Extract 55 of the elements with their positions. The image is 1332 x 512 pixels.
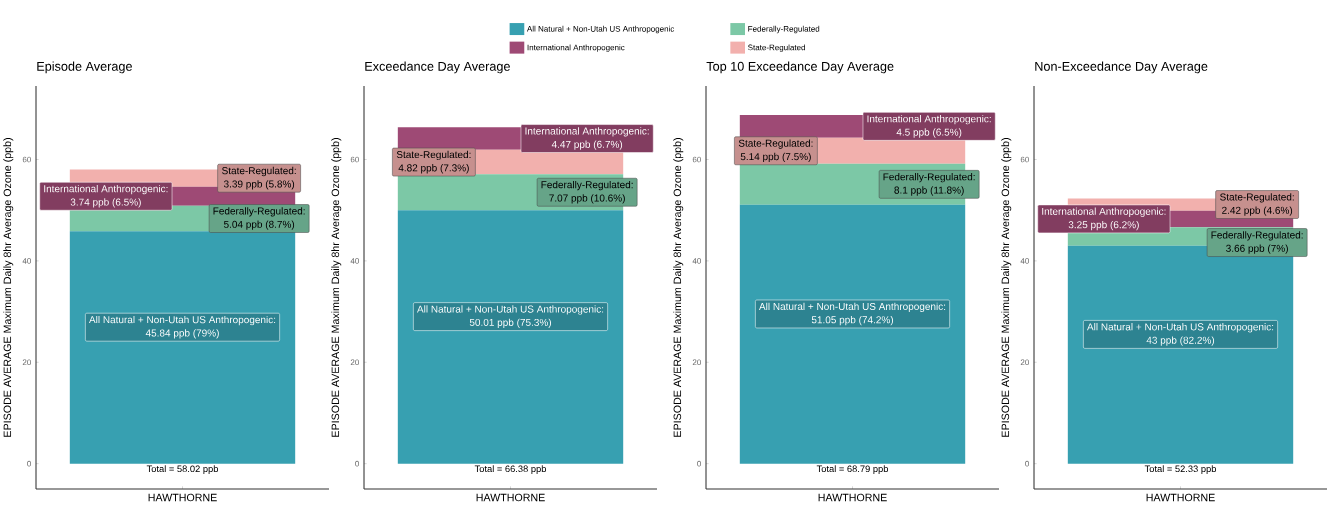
y-tick-label: 20 [1020,359,1029,366]
y-tick-label: 0 [1025,460,1029,467]
data-label: International Anthropogenic: 4.5 ppb (6.5%) [867,115,991,138]
data-label: All Natural + Non-Utah US Anthropogenic: 45.84 ppb (79%) [89,315,276,339]
y-axis-title: EPISODE AVERAGE Maximum Daily 8hr Average Ozone (ppb) [331,138,342,437]
y-tick-label: 40 [1020,258,1029,264]
legend-label: Federally-Regulated [748,25,820,34]
bar [397,210,624,464]
data-label: International Anthropogenic: 3.74 ppb (6.5%) [44,184,168,208]
y-tick-label: 20 [22,359,31,366]
y-tick-label: 60 [22,156,31,163]
y-tick-label: 40 [350,258,359,264]
y-axis-title: EPISODE AVERAGE Maximum Daily 8hr Average Ozone (ppb) [3,138,14,437]
chart-title: Top 10 Exceedance Day Average [706,61,894,74]
chart-title: Exceedance Day Average [365,61,510,74]
data-label: All Natural + Non-Utah US Anthropogenic: 50.01 ppb (75.3%) [417,305,604,328]
legend-label: International Anthropogenic [527,44,625,52]
data-label: Federally-Regulated: 3.66 ppb (7%) [1211,231,1303,254]
data-label: International Anthropogenic: 3.25 ppb (6.2%) [1042,207,1166,231]
data-label: State-Regulated: 5.14 ppb (7.5%) [738,139,813,163]
y-tick-label: 60 [1020,156,1029,163]
chart-title: Non-Exceedance Day Average [1035,61,1208,74]
y-tick-label: 60 [692,156,701,163]
data-label: International Anthropogenic: 4.47 ppb (6.7%) [525,127,649,150]
y-tick-label: 60 [350,156,359,163]
y-tick-label: 20 [692,359,701,366]
x-tick-label: HAWTHORNE [818,493,887,502]
bar [739,204,966,464]
y-tick-label: 0 [697,460,701,467]
data-label: State-Regulated: 3.39 ppb (5.8%) [222,166,296,190]
total-label: Total = 68.79 ppb [816,465,889,474]
data-label: Federally-Regulated: 5.04 ppb (8.7%) [213,207,305,230]
total-label: Total = 52.33 ppb [1144,465,1217,474]
y-tick-label: 20 [350,359,359,366]
total-label: Total = 66.38 ppb [474,465,547,474]
data-label: State-Regulated: 2.42 ppb (4.6%) [1220,193,1294,216]
chart-title: Episode Average [37,61,132,74]
y-tick-label: 0 [355,460,359,467]
y-axis-title: EPISODE AVERAGE Maximum Daily 8hr Average Ozone (ppb) [1001,138,1012,437]
y-tick-label: 40 [692,258,701,264]
data-label: All Natural + Non-Utah US Anthropogenic: 51.05 ppb (74.2%) [759,302,946,326]
data-label: Federally-Regulated: 8.1 ppb (11.8%) [883,173,975,196]
x-tick-label: HAWTHORNE [1146,493,1215,502]
x-tick-label: HAWTHORNE [476,493,545,502]
legend-label: All Natural + Non-Utah US Anthropogenic [526,25,675,34]
bar [69,231,296,464]
x-tick-label: HAWTHORNE [148,493,217,502]
y-axis-title: EPISODE AVERAGE Maximum Daily 8hr Average Ozone (ppb) [673,138,684,437]
data-label: State-Regulated: 4.82 ppb (7.3%) [396,150,471,174]
legend-label: State-Regulated [748,44,805,52]
y-tick-label: 40 [22,258,31,264]
total-label: Total = 58.02 ppb [146,465,219,474]
data-label: All Natural + Non-Utah US Anthropogenic: 43 ppb (82.2%) [1087,323,1274,346]
data-label: Federally-Regulated: 7.07 ppb (10.6%) [541,180,633,204]
y-tick-label: 0 [27,460,31,467]
